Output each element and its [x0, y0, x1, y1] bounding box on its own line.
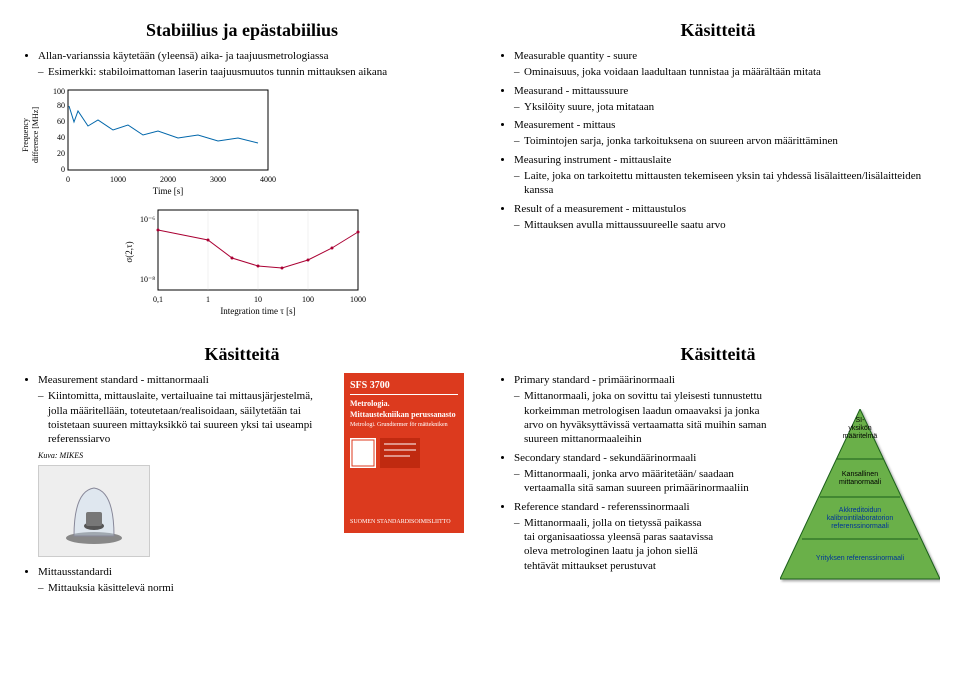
bullet: Reference standard - referenssi­normaali… [514, 500, 744, 573]
publisher: SUOMEN STANDARDISOIMISLIITTO [350, 519, 458, 527]
svg-text:1000: 1000 [110, 175, 126, 184]
pyr-l3: Akkreditoidunkalibrointilaboratorionrefe… [780, 507, 940, 530]
book-subtitle: Mittaustekniikan perussanasto [350, 410, 458, 420]
svg-text:100: 100 [53, 87, 65, 96]
bullet: Measurement - mittaus Toimintojen sarja,… [514, 118, 940, 149]
bullet-text: Allan-varianssia käytetään (yleensä) aik… [38, 50, 328, 62]
sub: Mittanormaali, jolla on tietyssä paikass… [514, 516, 714, 573]
sub-bullet: Esimerkki: stabiloimattoman laserin taaj… [38, 65, 464, 79]
slide-concepts-2: Käsitteitä Measurement standard - mittan… [20, 344, 464, 599]
svg-text:3000: 3000 [210, 175, 226, 184]
pyr-l1: SI-yksikönmääritelmä [780, 417, 940, 440]
svg-text:σ(2,τ): σ(2,τ) [124, 241, 134, 262]
bullet: Primary standard - primäärinormaali Mitt… [514, 373, 780, 446]
svg-text:difference [MHz]: difference [MHz] [31, 106, 40, 162]
bullet: Measurement standard - mittanormaali Kii… [38, 373, 330, 557]
svg-text:0: 0 [61, 165, 65, 174]
kilogram-image [38, 465, 150, 557]
allan-deviation-chart: σ(2,τ) 10⁻⁶ 10⁻⁸ 0,1 1 10 100 1000 Integrati… [120, 206, 464, 320]
sub: Mittauksia käsittelevä normi [38, 581, 330, 595]
svg-text:Time [s]: Time [s] [153, 186, 183, 196]
svg-text:10⁻⁸: 10⁻⁸ [140, 275, 155, 284]
slide-concepts-3: Käsitteitä Primary standard - primäärino… [496, 344, 940, 599]
svg-text:10⁻⁶: 10⁻⁶ [140, 215, 155, 224]
sfs-book-cover: SFS 3700 Metrologia. Mittaustekniikan pe… [344, 373, 464, 533]
sub: Mittanormaali, jonka arvo määritetään/ s… [514, 467, 754, 496]
bullet: Mittausstandardi Mittauksia käsittelevä … [38, 565, 330, 596]
svg-text:0: 0 [66, 175, 70, 184]
bullet: Secondary standard - sekundäärinormaali … [514, 451, 780, 496]
title: Käsitteitä [496, 344, 940, 365]
sub: Mittanormaali, joka on sovittu tai yleis… [514, 389, 780, 446]
sub: Mittauksen avulla mittaussuureelle saatu… [514, 218, 940, 232]
slide-stability: Stabiilius ja epästabiilius Allan-varian… [20, 20, 464, 320]
bullet: Measurand - mittaussuure Yksilöity suure… [514, 84, 940, 115]
book-title: Metrologia. [350, 399, 458, 409]
sub: Kiintomitta, mittauslaite, vertailuaine … [38, 389, 330, 446]
sub: Yksilöity suure, jota mitataan [514, 100, 940, 114]
pyr-l4: Yrityksen referenssinormaali [780, 555, 940, 563]
svg-text:0,1: 0,1 [153, 295, 163, 304]
svg-text:80: 80 [57, 101, 65, 110]
svg-text:40: 40 [57, 133, 65, 142]
time-series-chart: Frequency difference [MHz] 0 20 40 60 80 100… [20, 86, 464, 200]
book-code: SFS 3700 [350, 379, 458, 395]
svg-text:10: 10 [254, 295, 262, 304]
traceability-pyramid: SI-yksikönmääritelmä Kansallinenmittanor… [780, 373, 940, 577]
svg-text:60: 60 [57, 117, 65, 126]
title: Käsitteitä [496, 20, 940, 41]
sub: Laite, joka on tarkoitettu mittausten te… [514, 169, 940, 198]
book-subtitle2: Metrologi. Grundtermer för mättekniken [350, 422, 458, 430]
pyr-l2: Kansallinenmittanormaali [780, 471, 940, 486]
bullet: Result of a measurement - mittaustulos M… [514, 202, 940, 233]
svg-text:2000: 2000 [160, 175, 176, 184]
bullet: Measuring instrument - mittauslaite Lait… [514, 153, 940, 198]
svg-text:Frequency: Frequency [21, 118, 30, 152]
title: Stabiilius ja epästabiilius [20, 20, 464, 41]
sub: Ominaisuus, joka voidaan laadultaan tunn… [514, 65, 940, 79]
title: Käsitteitä [20, 344, 464, 365]
svg-text:1: 1 [206, 295, 210, 304]
bullet: Allan-varianssia käytetään (yleensä) aik… [38, 49, 464, 80]
svg-text:4000: 4000 [260, 175, 276, 184]
slide-concepts-1: Käsitteitä Measurable quantity - suure O… [496, 20, 940, 320]
svg-text:Integration time τ [s]: Integration time τ [s] [220, 306, 295, 316]
svg-text:20: 20 [57, 149, 65, 158]
bullet: Measurable quantity - suure Ominaisuus, … [514, 49, 940, 80]
svg-text:1000: 1000 [350, 295, 366, 304]
sub: Toimintojen sarja, jonka tarkoituksena o… [514, 134, 940, 148]
caption: Kuva: MIKES [38, 451, 330, 461]
svg-text:100: 100 [302, 295, 314, 304]
